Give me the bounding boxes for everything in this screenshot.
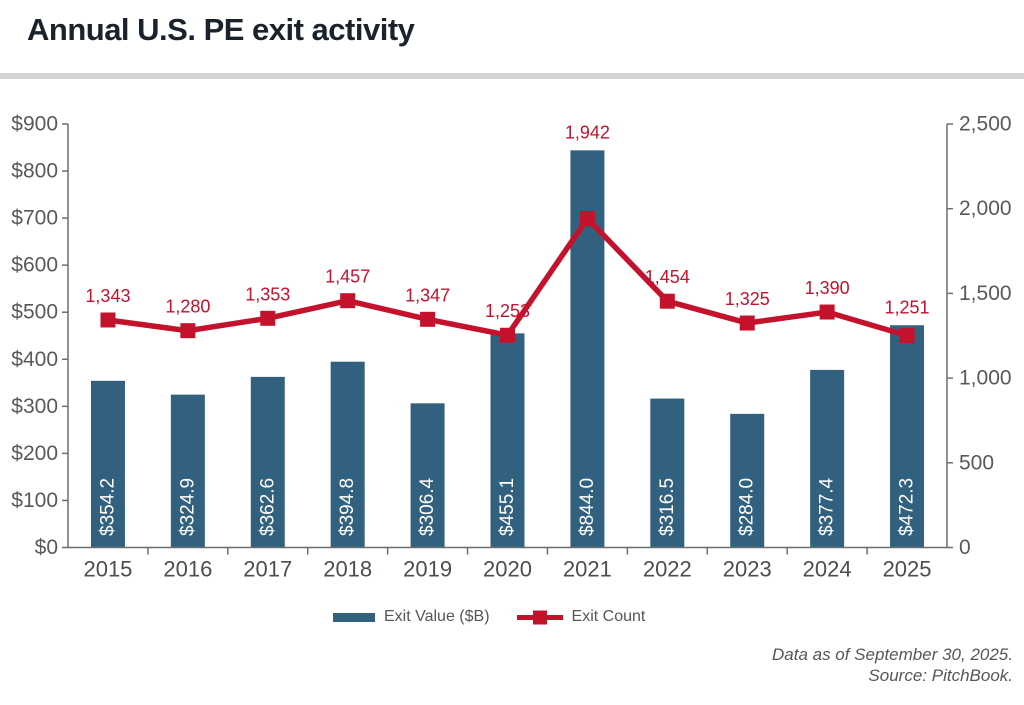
exit-activity-combo-chart: $0 $100 $200 $300 $400 $500 $600 $700 $800 $900 0 5… xyxy=(11,113,1012,582)
exit-value-label-2017: $362.6 xyxy=(257,478,278,536)
x-axis-label-2023: 2023 xyxy=(723,557,772,582)
page-title: Annual U.S. PE exit activity xyxy=(27,12,415,47)
exit-value-swatch-icon xyxy=(333,612,375,622)
exit-value-bar-2025 xyxy=(890,325,925,548)
exit-count-label-2016: 1,280 xyxy=(165,297,210,317)
exit-count-marker-2025 xyxy=(899,328,915,344)
exit-value-label-2018: $394.8 xyxy=(337,478,358,536)
chart-footnote: Data as of September 30, 2025. Source: P… xyxy=(772,644,1013,686)
legend-item-exit-count: Exit Count xyxy=(516,608,646,626)
exit-count-marker-2021 xyxy=(579,211,595,227)
left-axis-label: $300 xyxy=(11,395,58,418)
exit-value-label-2023: $284.0 xyxy=(737,478,758,536)
exit-count-marker-2023 xyxy=(739,315,755,331)
right-axis-label: 1,500 xyxy=(959,282,1012,305)
exit-count-marker-2018 xyxy=(340,293,356,309)
exit-count-label-2019: 1,347 xyxy=(405,285,450,305)
left-axis-label: $600 xyxy=(11,254,58,277)
exit-count-label-2024: 1,390 xyxy=(805,278,850,298)
exit-count-label-2025: 1,251 xyxy=(885,297,930,317)
left-axis-label: $400 xyxy=(11,348,58,371)
footnote-source: Source: PitchBook. xyxy=(868,666,1013,685)
exit-value-bar-2019 xyxy=(410,403,445,548)
exit-value-label-2022: $316.5 xyxy=(657,478,678,536)
x-axis-label-2019: 2019 xyxy=(403,557,452,582)
exit-value-label-2024: $377.4 xyxy=(817,477,838,536)
left-axis-label: $500 xyxy=(11,301,58,324)
title-divider-bar xyxy=(0,73,1024,79)
left-axis-label: $0 xyxy=(35,536,58,559)
x-axis-label-2021: 2021 xyxy=(563,557,612,582)
legend-label-exit-count: Exit Count xyxy=(571,608,646,625)
exit-value-label-2025: $472.3 xyxy=(897,478,918,536)
x-axis-label-2017: 2017 xyxy=(243,557,292,582)
x-axis-label-2016: 2016 xyxy=(163,557,212,582)
left-axis-label: $800 xyxy=(11,160,58,183)
x-axis-label-2024: 2024 xyxy=(803,557,852,582)
right-axis-label: 500 xyxy=(959,451,994,474)
exit-count-label-2022: 1,454 xyxy=(645,267,690,287)
x-axis-label-2025: 2025 xyxy=(883,557,932,582)
legend-label-exit-value: Exit Value ($B) xyxy=(384,608,490,625)
left-axis-label: $900 xyxy=(11,113,58,136)
exit-value-bar-2023 xyxy=(730,413,765,548)
exit-count-label-2015: 1,343 xyxy=(85,286,130,306)
exit-count-marker-2019 xyxy=(420,311,436,327)
exit-count-label-2021: 1,942 xyxy=(565,122,610,142)
left-axis-label: $100 xyxy=(11,489,58,512)
exit-value-label-2015: $354.2 xyxy=(97,478,118,536)
left-axis-label: $200 xyxy=(11,442,58,465)
exit-count-marker-2024 xyxy=(819,304,835,320)
x-axis-label-2020: 2020 xyxy=(483,557,532,582)
chart-legend: Exit Value ($B) Exit Count xyxy=(333,608,645,626)
right-axis-label: 1,000 xyxy=(959,367,1012,390)
x-axis-label-2022: 2022 xyxy=(643,557,692,582)
exit-count-marker-2020 xyxy=(500,327,515,343)
x-axis-label-2015: 2015 xyxy=(83,557,132,582)
exit-count-label-2020: 1,253 xyxy=(485,301,530,321)
exit-value-label-2021: $844.0 xyxy=(577,478,598,536)
exit-count-marker-2016 xyxy=(180,323,196,339)
exit-value-bar-2017 xyxy=(250,376,285,548)
exit-value-bar-2020 xyxy=(490,333,525,548)
exit-value-bar-2018 xyxy=(330,361,365,548)
right-axis-label: 2,000 xyxy=(959,197,1012,220)
exit-count-label-2018: 1,457 xyxy=(325,267,370,287)
legend-item-exit-value: Exit Value ($B) xyxy=(333,608,490,626)
exit-count-marker-2015 xyxy=(100,312,116,328)
exit-count-marker-2017 xyxy=(260,310,276,326)
exit-count-line-marker-icon xyxy=(516,610,563,624)
exit-count-label-2023: 1,325 xyxy=(725,289,770,309)
exit-value-bar-2024 xyxy=(810,369,845,548)
exit-value-label-2020: $455.1 xyxy=(497,478,518,536)
footnote-data-as-of: Data as of September 30, 2025. xyxy=(772,645,1013,664)
x-axis-label-2018: 2018 xyxy=(323,557,372,582)
exit-value-label-2016: $324.9 xyxy=(177,478,198,536)
exit-value-label-2019: $306.4 xyxy=(417,477,438,536)
left-axis-label: $700 xyxy=(11,207,58,230)
exit-value-bar-2016 xyxy=(170,394,205,548)
exit-value-bar-2022 xyxy=(650,398,685,548)
exit-count-label-2017: 1,353 xyxy=(245,284,290,304)
exit-value-bar-2015 xyxy=(90,380,125,548)
exit-count-marker-2022 xyxy=(659,293,675,309)
right-axis-label: 2,500 xyxy=(959,113,1012,136)
right-axis-label: 0 xyxy=(959,536,971,559)
